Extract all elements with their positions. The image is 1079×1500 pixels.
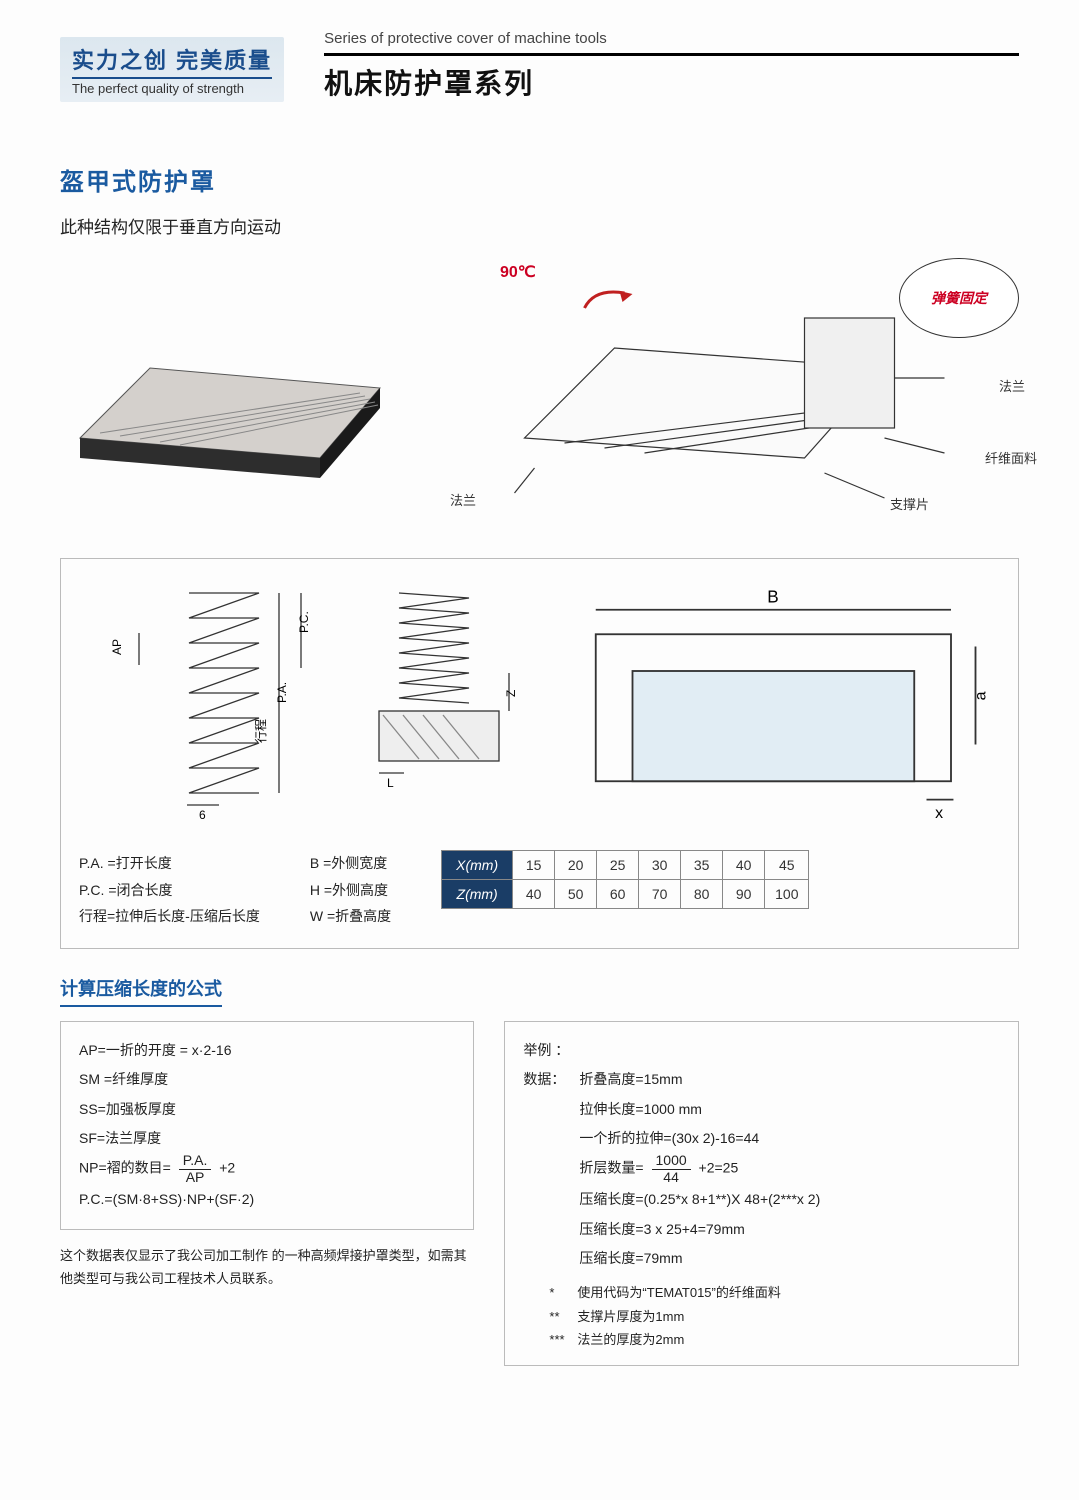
formula-line-np: NP=褶的数目= P.A. AP +2 bbox=[79, 1153, 455, 1185]
ap-dim: AP bbox=[110, 639, 124, 655]
xz-table: X(mm) 15 20 25 30 35 40 45 Z(mm) 40 bbox=[441, 850, 809, 909]
example-data-label: 数据： bbox=[523, 1065, 579, 1273]
example-line: 拉伸长度=1000 mm bbox=[579, 1095, 1000, 1124]
table-cell: 25 bbox=[597, 851, 639, 880]
spring-fixed-bubble: 弹簧固定 bbox=[899, 258, 1019, 338]
svg-text:P.C.: P.C. bbox=[297, 611, 311, 633]
formula-line: SS=加强板厚度 bbox=[79, 1095, 455, 1124]
svg-text:L: L bbox=[387, 776, 394, 790]
table-cell: 40 bbox=[723, 851, 765, 880]
np-post: +2 bbox=[219, 1160, 235, 1176]
diagram-side-compressed: Z L bbox=[359, 573, 529, 798]
table-cell: 40 bbox=[513, 880, 555, 909]
brand-zh: 实力之创 完美质量 bbox=[72, 43, 272, 79]
svg-text:a: a bbox=[972, 691, 989, 700]
note-text: 法兰的厚度为2mm bbox=[577, 1332, 684, 1347]
legend-left: P.A. =打开长度 P.C. =闭合长度 行程=拉伸后长度-压缩后长度 bbox=[79, 850, 260, 930]
exploded-diagram: 90℃ 弹簧固定 bbox=[430, 258, 1019, 538]
product-photo bbox=[60, 258, 400, 488]
table-cell: 60 bbox=[597, 880, 639, 909]
svg-text:6: 6 bbox=[199, 808, 206, 822]
diagram-front: B a x bbox=[559, 573, 1000, 823]
example-line: 一个折的拉伸=(30x 2)-16=44 bbox=[579, 1124, 1000, 1153]
fold-den: 44 bbox=[652, 1170, 691, 1185]
legend-item: W =折叠高度 bbox=[310, 903, 391, 930]
table-cell: 70 bbox=[639, 880, 681, 909]
flange-label-right: 法兰 bbox=[999, 376, 1025, 395]
svg-text:P.A.: P.A. bbox=[275, 682, 289, 703]
example-line: 压缩长度=79mm bbox=[579, 1244, 1000, 1273]
note-text: 支撑片厚度为1mm bbox=[577, 1309, 684, 1324]
legend-mid: B =外侧宽度 H =外侧高度 W =折叠高度 bbox=[310, 850, 391, 930]
note-text: 使用代码为“TEMAT015”的纤维面料 bbox=[577, 1285, 780, 1300]
table-cell: 15 bbox=[513, 851, 555, 880]
table-cell: 80 bbox=[681, 880, 723, 909]
flange-label-left: 法兰 bbox=[450, 490, 476, 509]
note-mark: *** bbox=[549, 1328, 577, 1351]
xz-table-wrap: X(mm) 15 20 25 30 35 40 45 Z(mm) 40 bbox=[441, 850, 809, 909]
svg-text:行程: 行程 bbox=[253, 719, 268, 743]
formula-footnote: 这个数据表仅显示了我公司加工制作 的一种高频焊接护罩类型，如需其他类型可与我公司… bbox=[60, 1244, 474, 1291]
brand-box: 实力之创 完美质量 The perfect quality of strengt… bbox=[60, 37, 284, 102]
example-line: 折叠高度=15mm bbox=[579, 1065, 1000, 1094]
fold-pre: 折层数量= bbox=[579, 1160, 643, 1176]
note-mark: ** bbox=[549, 1305, 577, 1328]
dimension-panel: AP P.A. P.C. 行程 6 bbox=[60, 558, 1019, 949]
fold-num: 1000 bbox=[652, 1153, 691, 1169]
np-num: P.A. bbox=[179, 1153, 212, 1169]
fiber-label: 纤维面料 bbox=[985, 448, 1037, 467]
bubble-text: 弹簧固定 bbox=[931, 288, 987, 308]
brand-en: The perfect quality of strength bbox=[72, 81, 272, 96]
formula-box: AP=一折的开度 = x·2-16 SM =纤维厚度 SS=加强板厚度 SF=法… bbox=[60, 1021, 474, 1230]
formula-line: SF=法兰厚度 bbox=[79, 1124, 455, 1153]
np-pre: NP=褶的数目= bbox=[79, 1160, 171, 1176]
legend-item: P.A. =打开长度 bbox=[79, 850, 260, 877]
np-den: AP bbox=[179, 1170, 212, 1185]
table-cell: 45 bbox=[765, 851, 809, 880]
svg-text:B: B bbox=[767, 586, 778, 606]
legend-item: B =外侧宽度 bbox=[310, 850, 391, 877]
table-cell: 30 bbox=[639, 851, 681, 880]
table-cell: 20 bbox=[555, 851, 597, 880]
table-cell: 35 bbox=[681, 851, 723, 880]
title-zh: 机床防护罩系列 bbox=[324, 62, 1019, 102]
table-cell: 50 bbox=[555, 880, 597, 909]
example-line: 压缩长度=(0.25*x 8+1**)X 48+(2***x 2) bbox=[579, 1185, 1000, 1214]
legend-item: P.C. =闭合长度 bbox=[79, 877, 260, 904]
legend-item: 行程=拉伸后长度-压缩后长度 bbox=[79, 903, 260, 930]
example-notes: *使用代码为“TEMAT015”的纤维面料 **支撑片厚度为1mm ***法兰的… bbox=[523, 1281, 1000, 1351]
section-title: 盔甲式防护罩 bbox=[60, 162, 1019, 197]
legend-item: H =外侧高度 bbox=[310, 877, 391, 904]
formula-title: 计算压缩长度的公式 bbox=[60, 975, 222, 1007]
example-title: 举例 ： bbox=[523, 1036, 1000, 1065]
svg-text:x: x bbox=[935, 805, 943, 818]
support-label: 支撑片 bbox=[890, 494, 929, 513]
table-cell: 100 bbox=[765, 880, 809, 909]
xz-header-x: X(mm) bbox=[442, 851, 513, 880]
example-fold-line: 折层数量= 1000 44 +2=25 bbox=[579, 1153, 1000, 1185]
fold-post: +2=25 bbox=[699, 1160, 739, 1176]
formula-line: SM =纤维厚度 bbox=[79, 1065, 455, 1094]
example-box: 举例 ： 数据： 折叠高度=15mm 拉伸长度=1000 mm 一个折的拉伸=(… bbox=[504, 1021, 1019, 1367]
xz-header-z: Z(mm) bbox=[442, 880, 513, 909]
note-mark: * bbox=[549, 1281, 577, 1304]
formula-line: P.C.=(SM·8+SS)·NP+(SF·2) bbox=[79, 1185, 455, 1214]
diagram-side-extended: AP P.A. P.C. 行程 6 bbox=[79, 573, 329, 838]
table-cell: 90 bbox=[723, 880, 765, 909]
temp-label: 90℃ bbox=[500, 262, 536, 282]
formula-line: AP=一折的开度 = x·2-16 bbox=[79, 1036, 455, 1065]
title-en: Series of protective cover of machine to… bbox=[324, 30, 1019, 47]
section-subtitle: 此种结构仅限于垂直方向运动 bbox=[60, 213, 1019, 238]
example-line: 压缩长度=3 x 25+4=79mm bbox=[579, 1215, 1000, 1244]
page-header: 实力之创 完美质量 The perfect quality of strengt… bbox=[60, 30, 1019, 102]
svg-text:Z: Z bbox=[504, 690, 518, 697]
